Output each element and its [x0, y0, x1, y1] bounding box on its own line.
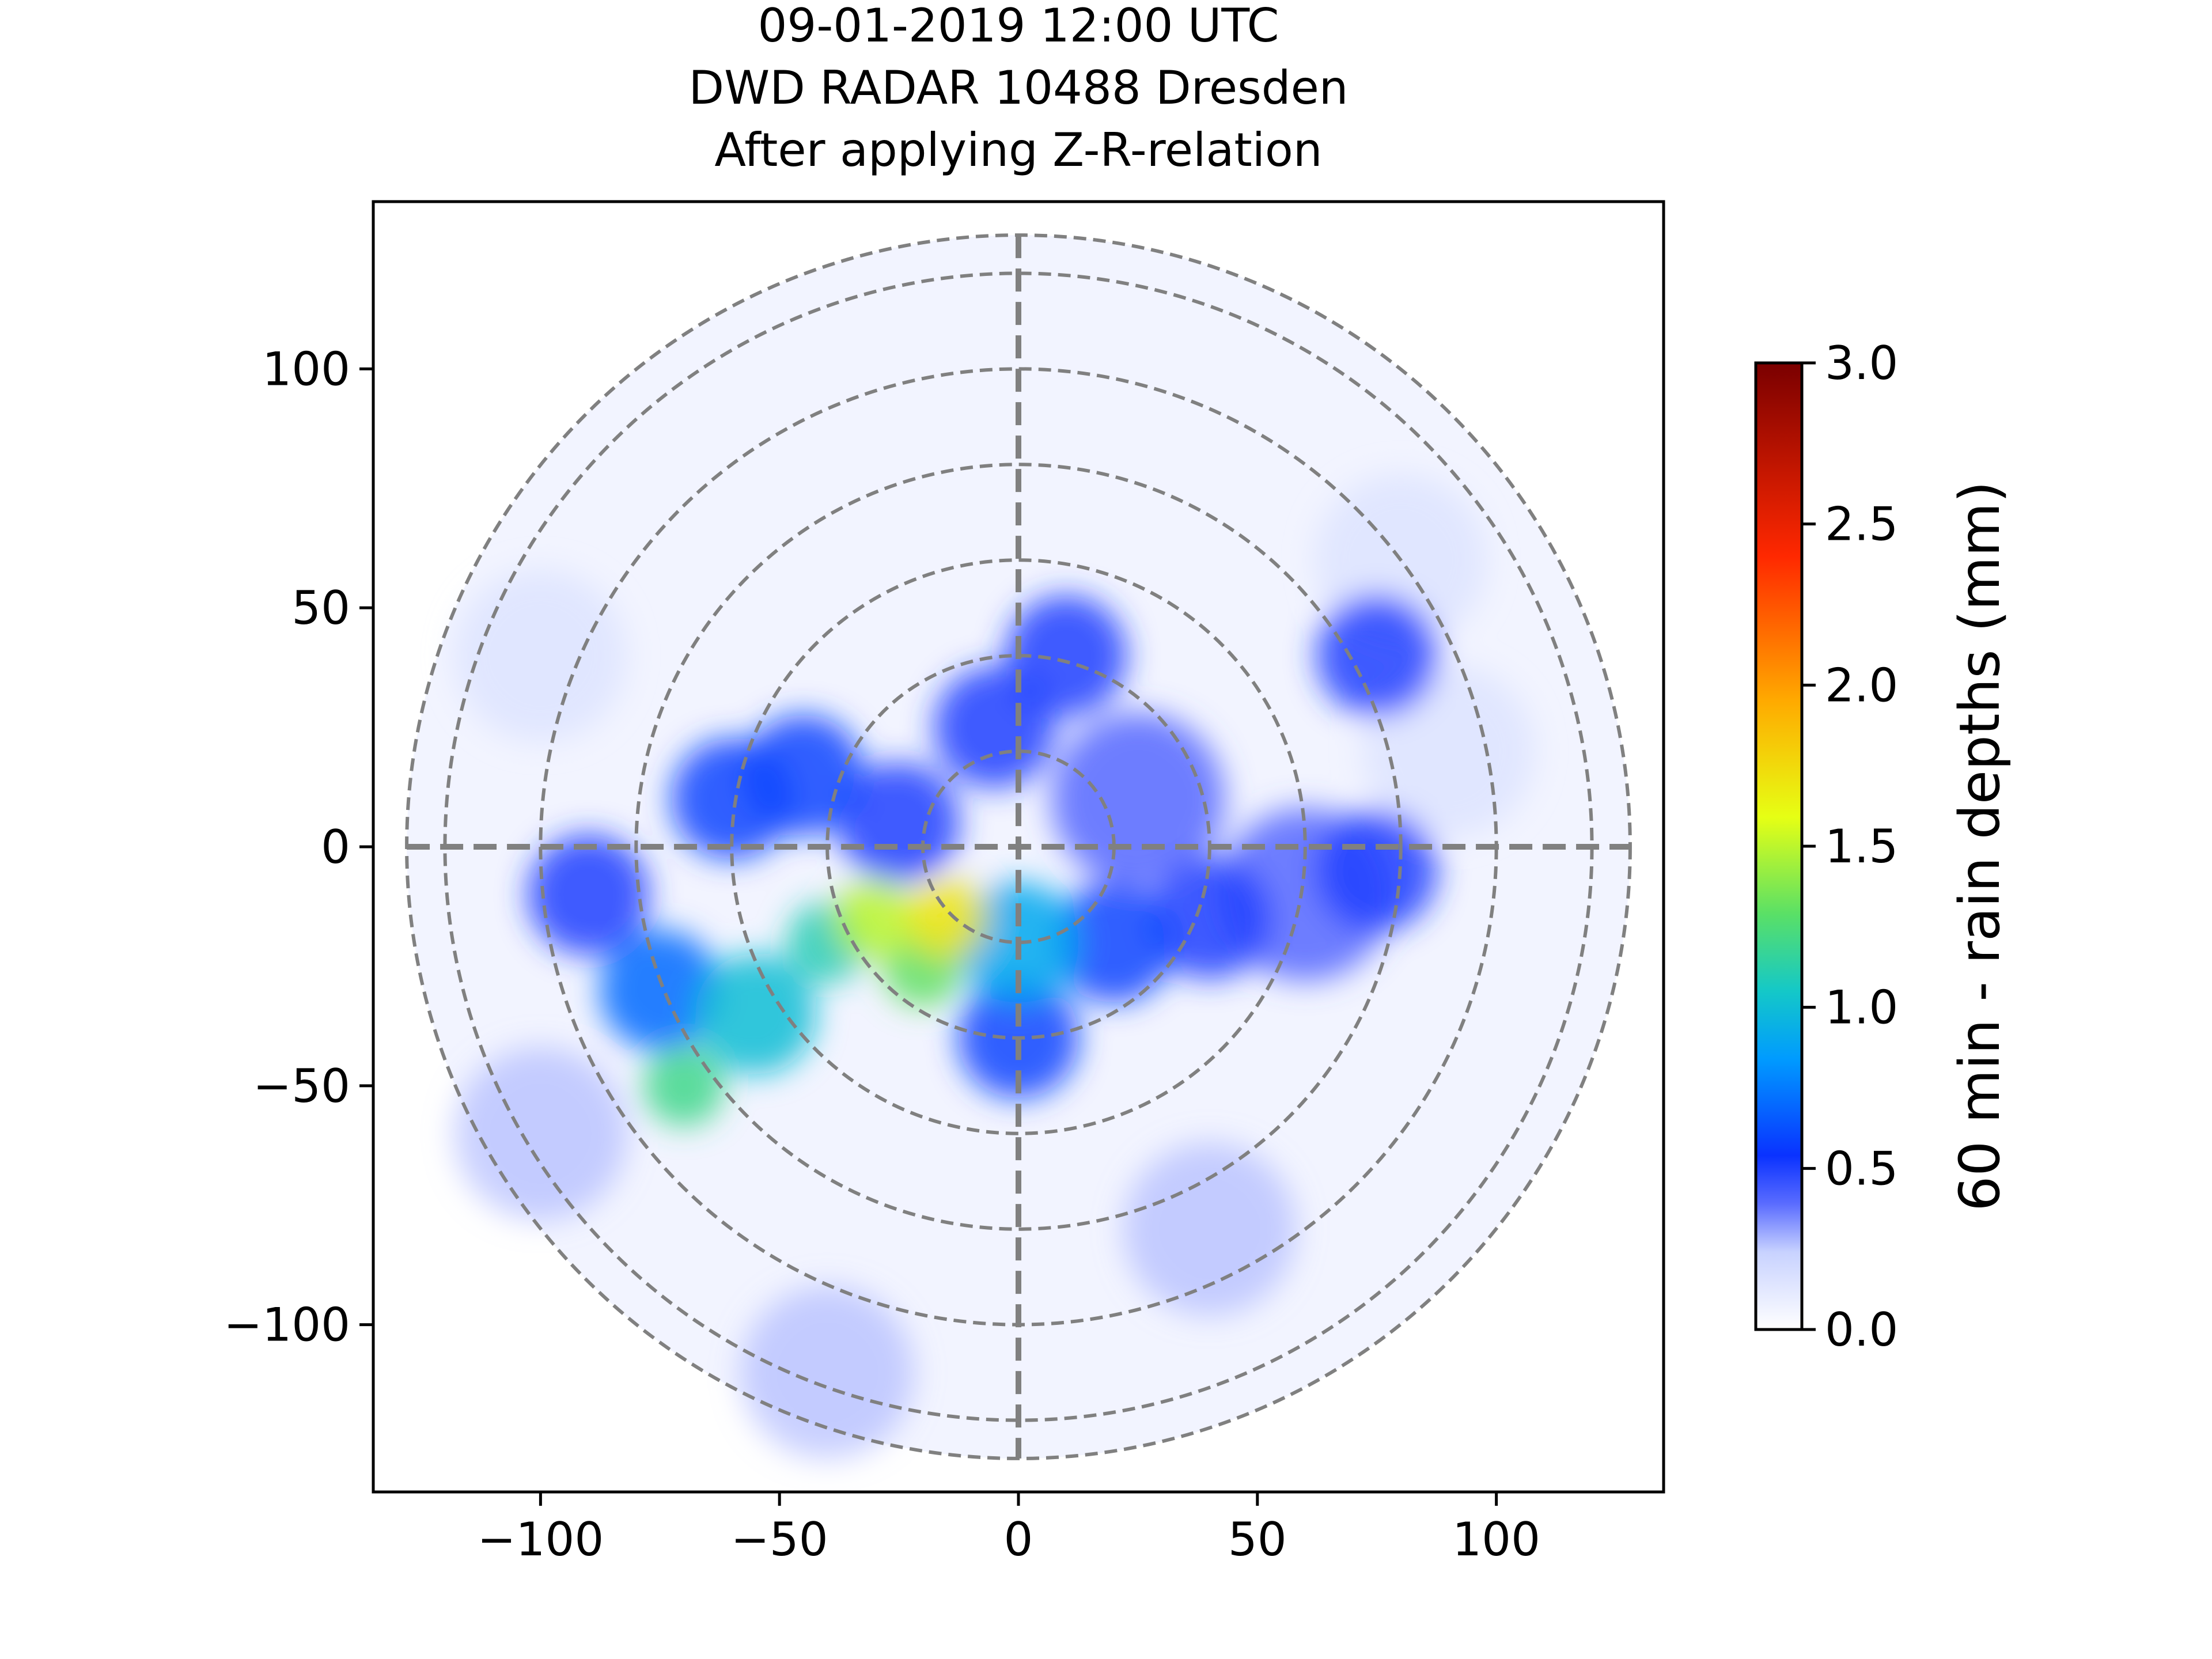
colorbar-tick-label: 2.5 — [1825, 498, 1898, 551]
x-tick-label: −50 — [731, 1513, 828, 1566]
colorbar-ticks: 0.0 0.5 1.0 1.5 2.0 2.5 3.0 — [1802, 336, 1898, 1357]
precip-cell — [906, 878, 987, 959]
precip-cell — [934, 666, 1055, 788]
y-axis-ticks: −100 −50 0 50 100 — [224, 342, 373, 1352]
range-ring — [730, 558, 1307, 1135]
colorbar-gradient — [1754, 361, 1804, 1331]
x-tick-label: 0 — [1004, 1513, 1033, 1566]
precip-cell — [1316, 595, 1438, 717]
title-line-3: After applying Z-R-relation — [714, 123, 1322, 177]
chart-title: 09-01-2019 12:00 UTC DWD RADAR 10488 Dre… — [689, 0, 1349, 177]
precipitation-field — [454, 474, 1535, 1459]
x-tick-label: 100 — [1452, 1513, 1540, 1566]
y-tick-label: −100 — [224, 1298, 350, 1352]
y-tick-label: 100 — [262, 342, 350, 396]
crosshair — [407, 235, 1630, 1459]
precip-cell — [835, 878, 916, 959]
colorbar: 0.0 0.5 1.0 1.5 2.0 2.5 3.0 60 min - rain dept… — [1754, 336, 2012, 1357]
y-tick-label: 0 — [321, 820, 350, 874]
precip-cell — [528, 834, 649, 955]
precip-cell — [1053, 881, 1175, 1003]
y-tick-label: 50 — [291, 581, 350, 635]
y-tick-label: −50 — [253, 1059, 350, 1113]
colorbar-tick-label: 3.0 — [1825, 336, 1898, 390]
precip-cell — [1051, 713, 1225, 886]
precip-cell — [454, 569, 627, 743]
precip-cell — [695, 953, 816, 1075]
precip-cell — [838, 762, 960, 884]
colorbar-tick-label: 0.5 — [1825, 1142, 1898, 1195]
colorbar-label: 60 min - rain depths (mm) — [1948, 481, 2012, 1211]
x-tick-label: −100 — [478, 1513, 604, 1566]
title-line-1: 09-01-2019 12:00 UTC — [758, 0, 1279, 52]
colorbar-tick-label: 1.5 — [1825, 820, 1898, 873]
title-line-2: DWD RADAR 10488 Dresden — [689, 61, 1349, 115]
colorbar-tick-label: 2.0 — [1825, 658, 1898, 712]
precip-cell — [643, 1045, 725, 1126]
precip-cell — [743, 714, 864, 836]
plot-area — [373, 202, 1664, 1492]
x-axis-ticks: −100 −50 0 50 100 — [478, 1492, 1540, 1566]
colorbar-tick-label: 0.0 — [1825, 1303, 1898, 1357]
precip-cell — [454, 1047, 627, 1220]
x-tick-label: 50 — [1228, 1513, 1287, 1566]
precip-cell — [741, 1286, 914, 1459]
range-ring — [634, 463, 1403, 1231]
precip-cell — [599, 929, 721, 1051]
colorbar-tick-label: 1.0 — [1825, 981, 1898, 1035]
precip-cell — [1123, 1142, 1296, 1316]
precip-cell — [1316, 810, 1438, 931]
